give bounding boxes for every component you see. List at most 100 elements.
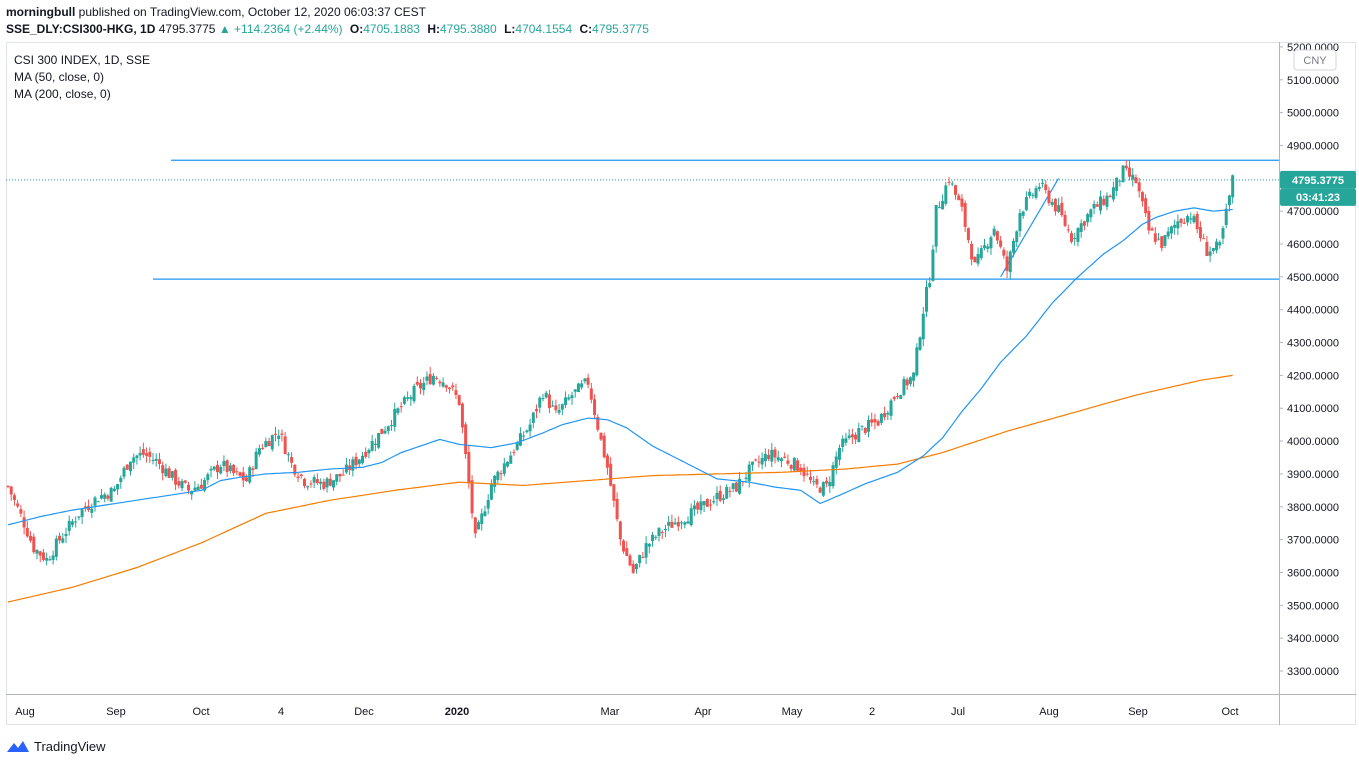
candle-body [261, 447, 265, 449]
candle-body [90, 508, 94, 513]
candle-body [670, 521, 674, 528]
candle-body [325, 478, 329, 488]
candle-body [277, 435, 281, 439]
candle-body [551, 405, 555, 407]
candle-body [912, 372, 916, 381]
low-value: 4704.1554 [515, 22, 573, 36]
candle-body [177, 481, 181, 486]
candle-body [457, 395, 461, 405]
x-tick-label: Aug [1039, 706, 1059, 718]
candle-body [731, 483, 735, 489]
candle-body [841, 438, 845, 447]
candle-body [1028, 191, 1032, 196]
candle-body [444, 385, 448, 388]
candle-body [522, 435, 526, 437]
candle-body [966, 228, 970, 241]
candle-body [502, 463, 506, 474]
candle-body [767, 454, 771, 460]
candle-body [206, 474, 210, 481]
candle-body [9, 486, 13, 495]
candle-body [1124, 165, 1128, 169]
candle-body [541, 398, 545, 400]
legend-ma200[interactable]: MA (200, close, 0) [14, 87, 111, 101]
candle-body [80, 509, 84, 517]
candle-body [902, 378, 906, 395]
candle-body [441, 382, 445, 387]
candle-body [796, 460, 800, 471]
candle-body [644, 543, 648, 558]
candle-body [1205, 241, 1209, 256]
author-name[interactable]: morningbull [6, 5, 76, 19]
footer-brand[interactable]: TradingView [34, 738, 106, 754]
candle-body [873, 419, 877, 423]
candle-body [45, 557, 49, 561]
candle-body [1092, 203, 1096, 209]
candle-body [647, 543, 651, 547]
candle-body [219, 467, 223, 474]
candle-body [1063, 214, 1067, 226]
candle-body [1018, 213, 1022, 232]
candle-body [941, 200, 945, 210]
candle-body [783, 456, 787, 458]
candle-body [1082, 221, 1086, 226]
candle-body [141, 449, 145, 455]
candle-body [866, 419, 870, 432]
currency-badge[interactable]: CNY [1293, 49, 1337, 71]
candle-body [119, 477, 123, 483]
candle-body [312, 477, 316, 483]
candle-body [1224, 208, 1228, 225]
price-chart[interactable]: 3300.0000 3400.0000 3500.0000 3600.0000 3700… [6, 42, 1356, 725]
candle-body [1137, 182, 1141, 192]
legend-ma50[interactable]: MA (50, close, 0) [14, 70, 104, 84]
candle-body [174, 469, 178, 485]
countdown-badge-text: 03:41:23 [1296, 192, 1340, 204]
candle-body [609, 463, 613, 486]
candle-body [451, 385, 455, 388]
candle-body [560, 404, 564, 410]
candle-body [193, 487, 197, 491]
x-tick-label: Oct [1221, 706, 1238, 718]
candle-body [1031, 194, 1035, 196]
candle-body [477, 522, 481, 530]
candle-body [680, 522, 684, 524]
legend-title: CSI 300 INDEX, 1D, SSE [14, 53, 150, 67]
candle-body [725, 486, 729, 499]
candle-body [1037, 186, 1041, 190]
chart-area[interactable]: 3300.0000 3400.0000 3500.0000 3600.0000 3700… [6, 42, 1356, 725]
candle-body [186, 484, 190, 491]
candle-body [1076, 228, 1080, 242]
ma50-line [7, 207, 1233, 526]
candle-body [870, 419, 874, 423]
candle-body [860, 425, 864, 427]
candle-body [309, 483, 313, 485]
candle-body [538, 397, 542, 408]
candle-body [32, 536, 36, 553]
candle-body [886, 412, 890, 415]
candle-body [602, 435, 606, 458]
candle-body [825, 480, 829, 484]
last-price-badge [1280, 170, 1356, 189]
candle-body [1134, 177, 1138, 183]
candle-body [628, 555, 632, 566]
candle-body [425, 376, 429, 381]
candle-body [428, 374, 432, 385]
candle-body [338, 473, 342, 477]
candle-body [805, 473, 809, 475]
candle-body [1057, 205, 1061, 212]
candle-body [576, 383, 580, 393]
candle-body [293, 464, 297, 475]
candle-body [857, 428, 861, 443]
candle-body [876, 421, 880, 426]
candle-body [280, 433, 284, 435]
candle-body [651, 534, 655, 542]
candle-body [931, 249, 935, 281]
published-text: published on TradingView.com, October 12… [78, 5, 427, 19]
candle-body [1005, 256, 1009, 271]
candle-body [25, 527, 29, 537]
candle-body [812, 481, 816, 483]
candle-body [895, 396, 899, 398]
candle-body [422, 382, 426, 391]
y-tick-label: 4400.0000 [1287, 305, 1339, 317]
candle-body [12, 495, 16, 500]
candle-body [544, 392, 548, 398]
